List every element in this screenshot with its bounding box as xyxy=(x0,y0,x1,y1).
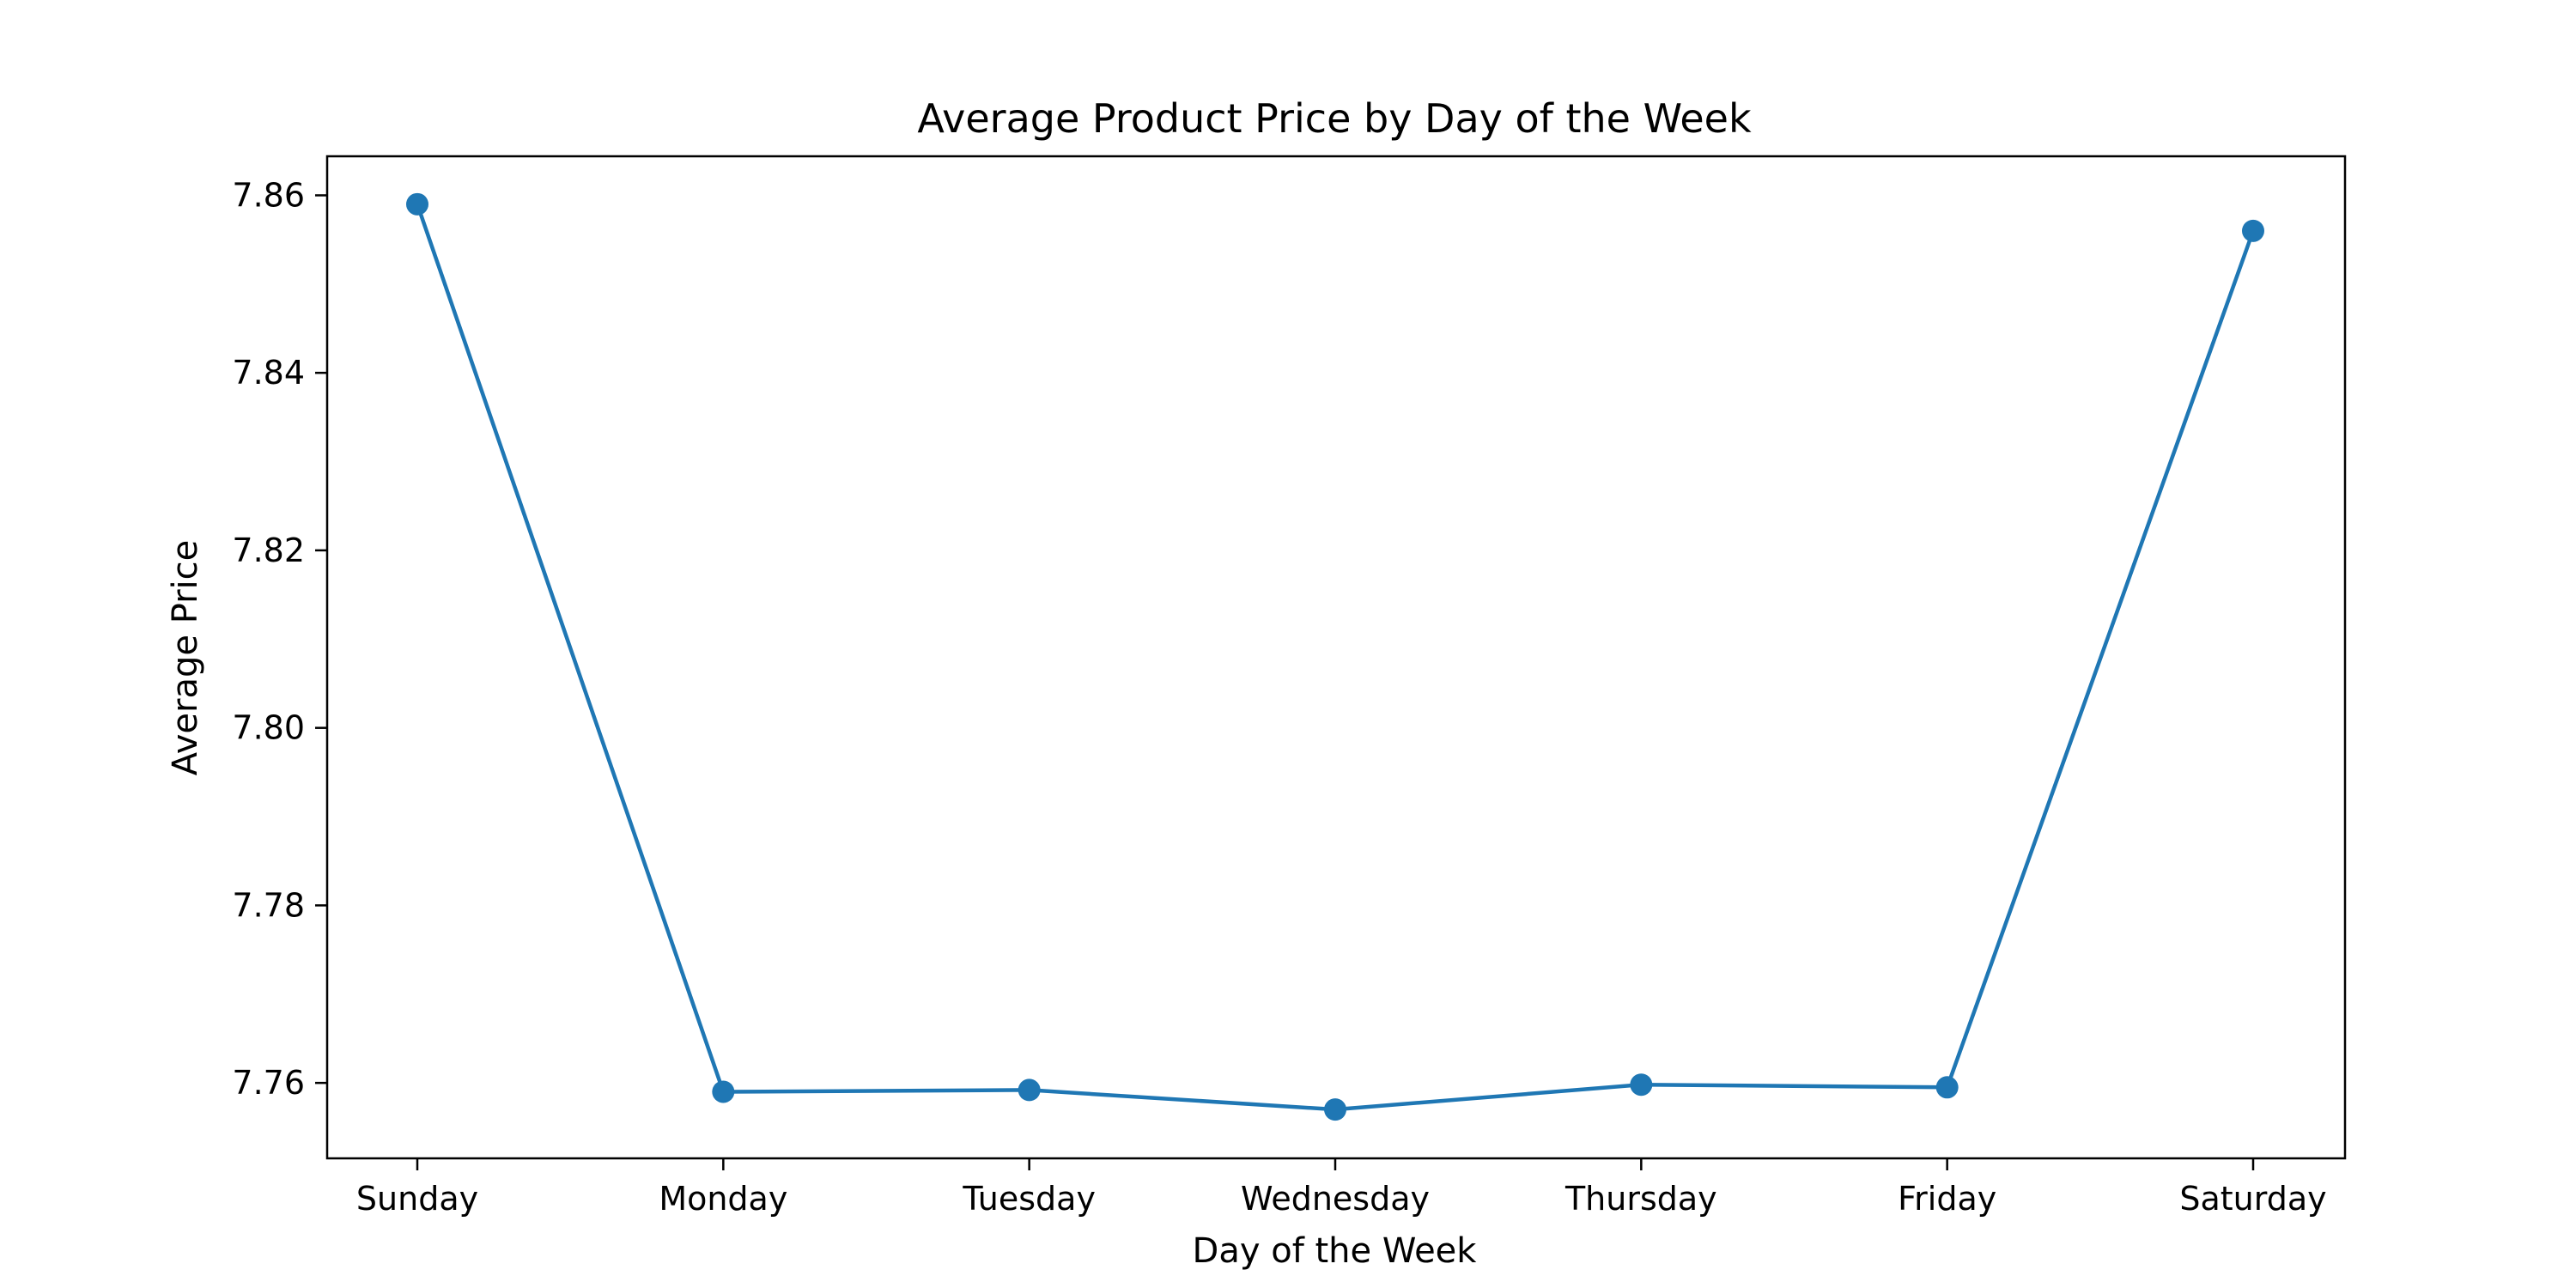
y-tick-label: 7.78 xyxy=(232,886,305,924)
data-point-tuesday xyxy=(1018,1078,1041,1102)
x-axis-label: Day of the Week xyxy=(1193,1231,1478,1271)
series-line-group xyxy=(406,192,2264,1121)
y-axis: 7.76 7.78 7.80 7.82 7.84 7.86 xyxy=(232,176,327,1102)
x-tick-label: Thursday xyxy=(1564,1180,1717,1218)
data-point-friday xyxy=(1935,1076,1959,1099)
y-axis-label: Average Price xyxy=(166,540,205,776)
x-tick-label: Saturday xyxy=(2179,1180,2326,1218)
data-point-saturday xyxy=(2242,219,2264,242)
x-tick-label: Wednesday xyxy=(1241,1180,1430,1218)
y-tick-label: 7.80 xyxy=(232,709,305,747)
x-axis: Sunday Monday Tuesday Wednesday Thursday Frid… xyxy=(356,1158,2327,1218)
data-point-monday xyxy=(712,1080,735,1103)
plot-area-frame xyxy=(325,155,2347,1160)
y-tick-label: 7.82 xyxy=(232,532,305,569)
series-line xyxy=(415,204,2256,1112)
y-tick-label: 7.86 xyxy=(232,176,305,214)
data-point-thursday xyxy=(1630,1073,1653,1097)
data-point-wednesday xyxy=(1324,1098,1346,1121)
y-tick-label: 7.84 xyxy=(232,354,305,392)
x-tick-label: Friday xyxy=(1898,1180,1996,1218)
data-point-sunday xyxy=(406,192,428,216)
x-tick-label: Tuesday xyxy=(962,1180,1096,1218)
x-tick-label: Sunday xyxy=(356,1180,478,1218)
chart-title: Average Product Price by Day of the Week xyxy=(917,95,1752,142)
y-tick-label: 7.76 xyxy=(232,1064,305,1102)
x-tick-label: Monday xyxy=(659,1180,787,1218)
